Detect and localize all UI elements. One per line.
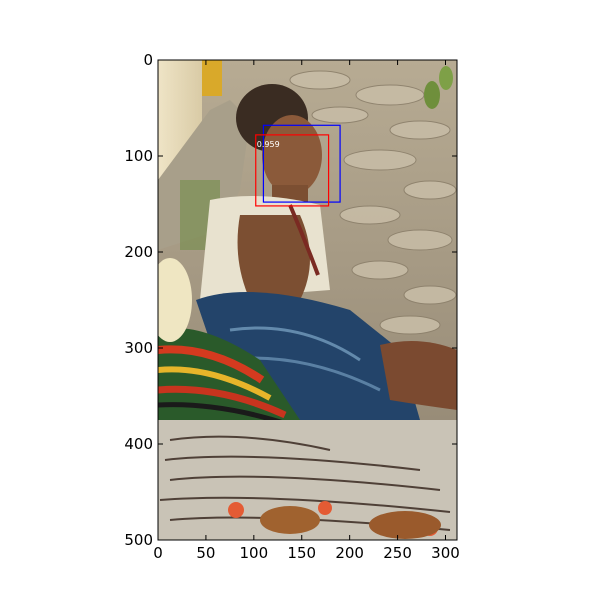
photo-image (158, 60, 457, 540)
y-tick-label: 0 (143, 51, 153, 69)
x-tick-label: 300 (431, 544, 460, 562)
x-tick-label: 150 (287, 544, 316, 562)
y-tick-label: 500 (124, 531, 153, 549)
x-tick-label: 50 (196, 544, 215, 562)
y-tick-label: 100 (124, 147, 153, 165)
x-tick-label: 0 (153, 544, 163, 562)
x-tick-label: 200 (335, 544, 364, 562)
x-tick-label: 100 (240, 544, 269, 562)
x-axis: 0 50 100 150 200 250 300 (153, 60, 460, 562)
detection-boxes: 0.959 (255, 124, 341, 207)
axes-frame (157, 59, 458, 541)
detection-box (255, 134, 330, 207)
detection-box (262, 124, 341, 203)
y-tick-label: 200 (124, 243, 153, 261)
y-tick-label: 400 (124, 435, 153, 453)
y-axis: 0 100 200 300 400 500 (124, 51, 457, 549)
x-tick-label: 250 (383, 544, 412, 562)
y-tick-label: 300 (124, 339, 153, 357)
detection-score-label: 0.959 (257, 140, 280, 149)
